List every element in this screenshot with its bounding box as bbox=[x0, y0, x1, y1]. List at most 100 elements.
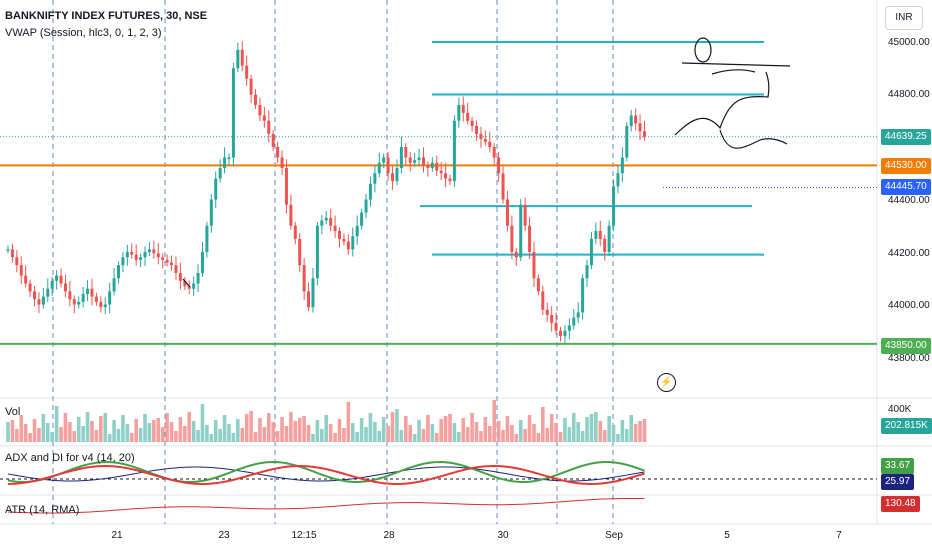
volume-bar bbox=[244, 414, 249, 442]
candle-body bbox=[554, 322, 558, 331]
candle-body bbox=[121, 257, 125, 266]
volume-bar bbox=[81, 426, 85, 442]
volume-bar bbox=[492, 400, 496, 442]
volume-bar bbox=[107, 434, 112, 442]
volume-bar bbox=[563, 418, 567, 442]
candle-body bbox=[559, 330, 562, 336]
volume-bar bbox=[236, 419, 240, 442]
currency-button[interactable]: INR bbox=[885, 6, 923, 30]
volume-bar bbox=[337, 419, 342, 442]
candle-body bbox=[572, 317, 576, 326]
time-tick: 28 bbox=[383, 530, 395, 541]
vwap-legend[interactable]: VWAP (Session, hlc3, 0, 1, 2, 3) bbox=[5, 27, 162, 39]
candle-body bbox=[435, 162, 439, 171]
volume-bar bbox=[518, 420, 523, 442]
candle-body bbox=[563, 330, 567, 336]
volume-bar bbox=[258, 418, 262, 442]
di-plus-line bbox=[7, 460, 645, 483]
candle-body bbox=[214, 178, 218, 200]
candle-body bbox=[68, 291, 72, 300]
volume-bar bbox=[642, 419, 647, 442]
candle-body bbox=[391, 173, 395, 182]
adx-title[interactable]: ADX and DI for v4 (14, 20) bbox=[5, 452, 135, 464]
drawing-tick bbox=[182, 278, 191, 288]
volume-bar bbox=[558, 432, 563, 442]
candle-body bbox=[267, 120, 271, 134]
volume-bar bbox=[549, 414, 554, 442]
candle-body bbox=[134, 254, 138, 260]
volume-bar bbox=[28, 433, 32, 442]
orange-level-tag: 44530.00 bbox=[881, 158, 931, 174]
volume-bar bbox=[554, 423, 558, 442]
candle-body bbox=[620, 157, 624, 174]
volume-bar bbox=[266, 413, 271, 442]
drawing-curve bbox=[674, 71, 770, 136]
volume-bar bbox=[218, 429, 222, 442]
candle-body bbox=[196, 273, 200, 284]
volume-bar bbox=[129, 433, 134, 442]
price-tick: 44800.00 bbox=[888, 89, 930, 100]
volume-bar bbox=[443, 416, 448, 442]
volume-bar bbox=[116, 429, 121, 442]
volume-bar bbox=[320, 429, 324, 442]
volume-bar bbox=[271, 422, 275, 442]
candle-body bbox=[161, 257, 165, 260]
candle-body bbox=[19, 265, 23, 276]
candle-body bbox=[470, 120, 474, 126]
volume-bar bbox=[134, 419, 138, 442]
candle-body bbox=[603, 238, 607, 252]
atr-title[interactable]: ATR (14, RMA) bbox=[5, 504, 80, 516]
candle-body bbox=[545, 309, 549, 315]
volume-bar bbox=[165, 413, 169, 442]
candle-body bbox=[395, 168, 399, 182]
candle-body bbox=[377, 162, 381, 174]
candle-body bbox=[642, 131, 646, 137]
volume-bar bbox=[302, 416, 306, 442]
volume-bar bbox=[598, 421, 603, 442]
candle-body bbox=[72, 299, 76, 305]
atr-value-tag: 130.48 bbox=[881, 496, 920, 512]
volume-bar bbox=[434, 433, 439, 442]
volume-bar bbox=[289, 412, 293, 442]
candle-body bbox=[289, 204, 293, 226]
candle-body bbox=[581, 278, 585, 313]
candle-body bbox=[594, 231, 598, 239]
volume-bar bbox=[602, 430, 607, 442]
volume-bar bbox=[23, 424, 28, 442]
candle-body bbox=[227, 157, 231, 159]
candle-body bbox=[103, 304, 107, 308]
volume-bar bbox=[37, 428, 41, 442]
volume-bar bbox=[580, 431, 585, 442]
candle-body bbox=[368, 183, 372, 200]
volume-bar bbox=[262, 427, 267, 442]
volume-bar bbox=[68, 422, 72, 442]
candle-body bbox=[629, 115, 633, 126]
volume-bar bbox=[616, 434, 620, 442]
candle-body bbox=[492, 147, 496, 158]
volume-bar bbox=[293, 421, 298, 442]
volume-bar bbox=[311, 434, 315, 442]
symbol-title[interactable]: BANKNIFTY INDEX FUTURES, 30, NSE bbox=[5, 10, 208, 22]
candle-body bbox=[10, 249, 14, 258]
candle-body bbox=[510, 225, 514, 252]
volume-bar bbox=[125, 424, 130, 442]
time-tick: Sep bbox=[605, 530, 623, 541]
volume-title[interactable]: Vol bbox=[5, 406, 21, 418]
volume-bar bbox=[457, 432, 461, 442]
candle-body bbox=[638, 123, 642, 132]
volume-bar bbox=[439, 419, 443, 442]
candle-body bbox=[311, 278, 315, 308]
lightning-icon[interactable]: ⚡ bbox=[657, 373, 676, 392]
volume-bar bbox=[585, 417, 589, 442]
volume-bar bbox=[333, 433, 337, 442]
volume-bar bbox=[589, 414, 594, 442]
candle-body bbox=[320, 220, 324, 226]
volume-bar bbox=[143, 414, 147, 442]
volume-bar bbox=[249, 411, 253, 442]
volume-bar bbox=[373, 422, 377, 442]
candle-body bbox=[254, 94, 258, 105]
drawing-line bbox=[681, 62, 791, 67]
candle-body bbox=[598, 231, 602, 239]
candle-body bbox=[523, 204, 527, 226]
